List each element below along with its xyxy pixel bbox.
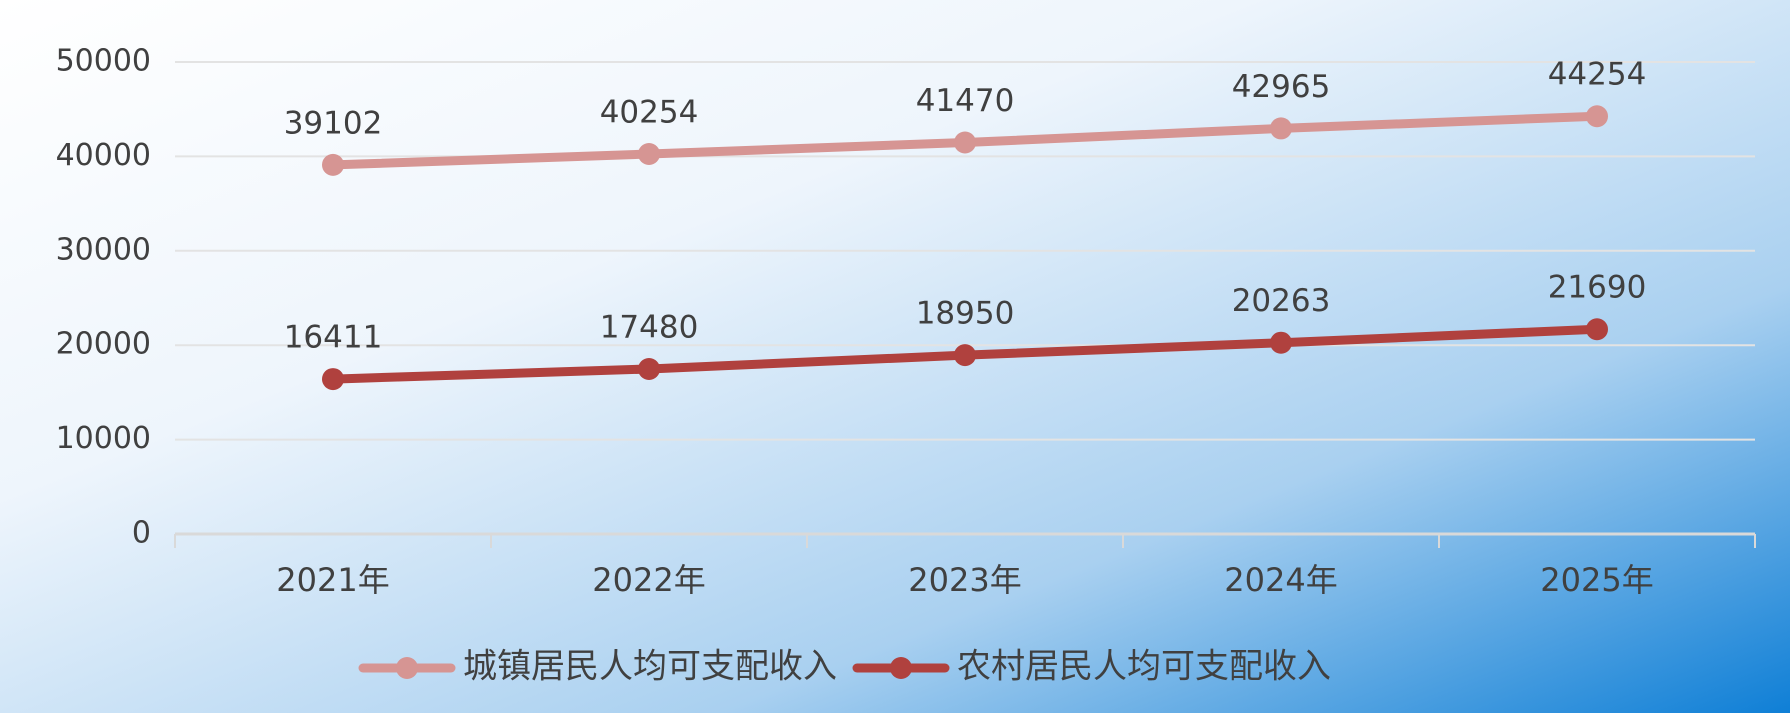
data-label: 44254 — [1548, 57, 1647, 93]
data-label: 41470 — [916, 83, 1015, 119]
data-point — [1586, 105, 1608, 128]
legend-marker — [890, 657, 912, 679]
x-tick-label: 2022年 — [592, 561, 705, 599]
legend-label: 农村居民人均可支配收入 — [957, 647, 1331, 687]
data-point — [1270, 331, 1292, 354]
y-tick-label: 0 — [132, 516, 151, 551]
data-point — [954, 344, 976, 367]
data-label: 17480 — [600, 309, 699, 345]
data-label: 21690 — [1548, 270, 1647, 306]
y-tick-label: 30000 — [56, 232, 151, 267]
y-tick-label: 20000 — [56, 327, 151, 362]
y-tick-label: 10000 — [56, 421, 151, 456]
data-label: 42965 — [1232, 69, 1331, 105]
x-tick-label: 2025年 — [1540, 561, 1653, 599]
data-label: 39102 — [284, 105, 383, 141]
data-point — [638, 357, 660, 380]
x-tick-label: 2023年 — [908, 561, 1021, 599]
data-point — [322, 153, 344, 176]
data-point — [954, 131, 976, 154]
y-tick-label: 40000 — [56, 138, 151, 173]
data-label: 16411 — [284, 320, 383, 356]
x-tick-label: 2021年 — [276, 561, 389, 599]
x-tick-label: 2024年 — [1224, 561, 1337, 599]
data-label: 18950 — [916, 296, 1015, 332]
data-point — [322, 368, 344, 391]
legend-label: 城镇居民人均可支配收入 — [463, 647, 837, 687]
data-label: 20263 — [1232, 283, 1331, 319]
data-point — [1270, 117, 1292, 140]
y-tick-label: 50000 — [56, 44, 151, 79]
data-point — [638, 143, 660, 166]
legend-marker — [396, 657, 418, 679]
data-point — [1586, 318, 1608, 341]
data-label: 40254 — [600, 95, 699, 131]
